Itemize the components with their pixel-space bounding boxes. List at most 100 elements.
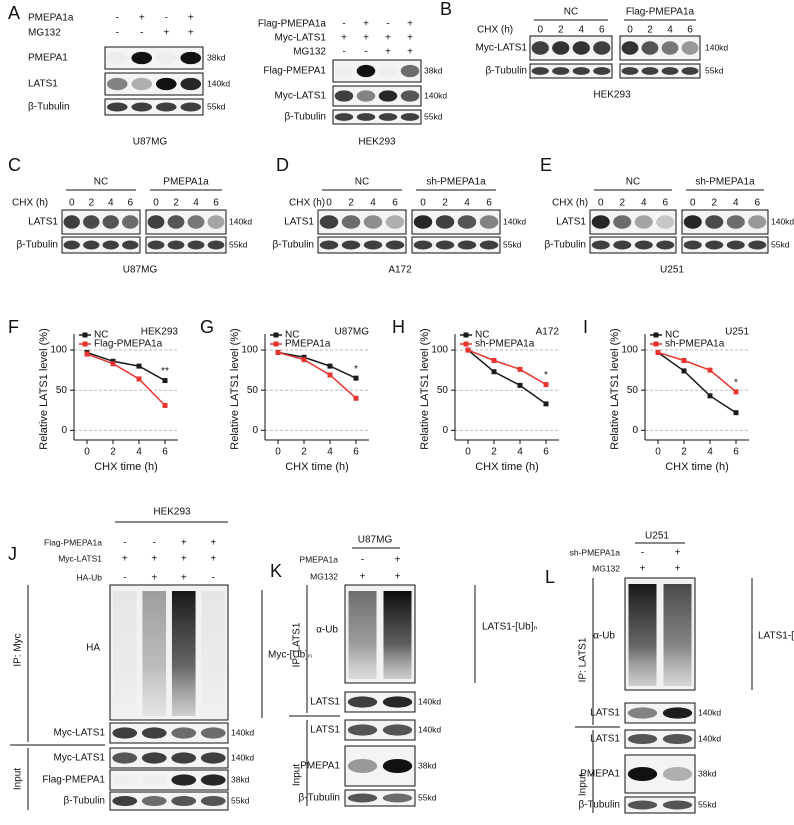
point bbox=[465, 347, 471, 353]
y-tick-label: 50 bbox=[56, 385, 68, 396]
band bbox=[435, 240, 455, 250]
time-label: 2 bbox=[88, 198, 94, 209]
blot-box bbox=[109, 791, 229, 811]
band bbox=[131, 77, 153, 91]
band bbox=[112, 795, 138, 807]
time-label: 0 bbox=[598, 198, 604, 209]
time-label: 4 bbox=[193, 198, 199, 209]
row-label: LATS1 bbox=[28, 79, 58, 90]
band bbox=[748, 240, 767, 250]
time-label: 6 bbox=[213, 198, 219, 209]
row-label: Myc-LATS1 bbox=[275, 91, 327, 102]
x-tick-label: 2 bbox=[110, 447, 116, 458]
band bbox=[683, 240, 702, 250]
kd-marker: 55kd bbox=[207, 101, 226, 111]
condition-sign: + bbox=[675, 548, 681, 559]
point bbox=[517, 382, 523, 388]
x-tick-label: 6 bbox=[733, 447, 739, 458]
series-line bbox=[657, 351, 737, 414]
blot-box bbox=[104, 46, 204, 70]
x-tick-label: 0 bbox=[275, 447, 281, 458]
blot-box bbox=[317, 236, 407, 254]
row-label: PMEPA1 bbox=[28, 53, 68, 64]
x-axis-label: CHX time (h) bbox=[94, 461, 158, 473]
point bbox=[110, 361, 116, 367]
condition-sign: - bbox=[153, 538, 156, 549]
cell-line: HEK293 bbox=[593, 90, 631, 101]
series-line bbox=[467, 349, 547, 386]
condition-sign: - bbox=[342, 47, 345, 58]
band bbox=[147, 240, 165, 250]
x-tick-label: 4 bbox=[517, 447, 523, 458]
kd-marker: 55kd bbox=[231, 795, 250, 805]
point bbox=[136, 376, 142, 382]
band bbox=[141, 727, 167, 739]
band bbox=[141, 795, 167, 807]
row-label: β-Tubulin bbox=[284, 112, 326, 123]
band bbox=[102, 215, 119, 229]
x-tick-label: 2 bbox=[681, 447, 687, 458]
band bbox=[479, 240, 499, 250]
condition-sign: + bbox=[122, 554, 128, 565]
time-label: 4 bbox=[641, 198, 647, 209]
x-tick-label: 4 bbox=[327, 447, 333, 458]
product-label: Myc-[Ub]ₙ bbox=[268, 650, 312, 661]
ub-smear bbox=[348, 591, 377, 679]
time-label: 2 bbox=[647, 25, 653, 36]
group-label: sh-PMEPA1a bbox=[426, 177, 486, 188]
band bbox=[334, 90, 354, 102]
panel-letter: C bbox=[8, 155, 21, 175]
input-label: Input bbox=[578, 774, 589, 796]
condition-sign: + bbox=[163, 28, 169, 39]
condition-sign: - bbox=[386, 19, 389, 30]
condition-label: sh-PMEPA1a bbox=[570, 547, 621, 557]
band bbox=[63, 240, 80, 250]
band bbox=[112, 774, 137, 785]
point bbox=[491, 369, 497, 375]
cell-line: U251 bbox=[660, 265, 684, 276]
time-label: 6 bbox=[754, 198, 760, 209]
band bbox=[627, 767, 658, 781]
point bbox=[327, 372, 333, 378]
blot-box bbox=[104, 72, 204, 96]
band bbox=[662, 733, 693, 745]
legend-label: NC bbox=[475, 330, 489, 341]
series-line bbox=[86, 351, 166, 382]
legend-label: NC bbox=[94, 330, 108, 341]
blot-box bbox=[529, 63, 613, 79]
band bbox=[705, 215, 724, 229]
time-label: 4 bbox=[370, 198, 376, 209]
ub-smear bbox=[112, 591, 137, 716]
condition-sign: + bbox=[181, 573, 187, 584]
time-label: 6 bbox=[662, 198, 668, 209]
condition-sign: + bbox=[181, 554, 187, 565]
cell-line: HEK293 bbox=[153, 507, 191, 518]
point bbox=[327, 363, 333, 369]
kd-marker: 140kd bbox=[698, 707, 721, 717]
condition-label: HA-Ub bbox=[76, 572, 102, 582]
band bbox=[662, 767, 693, 781]
band bbox=[180, 77, 202, 91]
row-label: β-Tubulin bbox=[544, 240, 586, 251]
blot-box bbox=[109, 722, 229, 744]
band bbox=[457, 240, 477, 250]
point bbox=[543, 401, 549, 407]
point bbox=[681, 357, 687, 363]
legend-label: NC bbox=[665, 330, 679, 341]
band bbox=[112, 752, 138, 764]
kd-marker: 38kd bbox=[231, 774, 250, 784]
time-label: 6 bbox=[392, 198, 398, 209]
row-label: β-Tubulin bbox=[298, 793, 340, 804]
condition-sign: + bbox=[341, 33, 347, 44]
blot-box bbox=[104, 98, 204, 116]
annotation: * bbox=[354, 364, 358, 375]
condition-label: Flag-PMEPA1a bbox=[44, 537, 102, 547]
y-tick-label: 50 bbox=[627, 385, 639, 396]
probe-label: HA bbox=[86, 643, 100, 654]
point bbox=[543, 382, 549, 388]
series-line bbox=[86, 353, 166, 406]
band bbox=[363, 215, 383, 229]
condition-sign: + bbox=[407, 33, 413, 44]
y-tick-label: 0 bbox=[252, 425, 258, 436]
